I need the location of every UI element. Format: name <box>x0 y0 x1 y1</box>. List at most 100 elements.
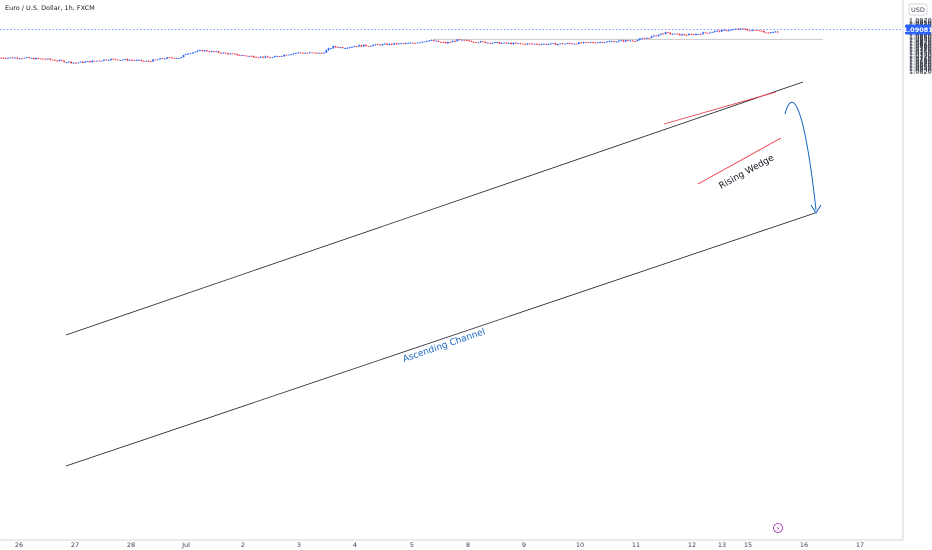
candle[interactable] <box>776 31 779 33</box>
candle[interactable] <box>662 32 665 35</box>
candle[interactable] <box>540 43 543 46</box>
candle[interactable] <box>493 41 496 44</box>
candle[interactable] <box>301 52 304 54</box>
candle[interactable] <box>77 62 80 64</box>
candle[interactable] <box>339 46 342 49</box>
candle[interactable] <box>187 52 190 55</box>
candle[interactable] <box>23 57 26 59</box>
candle[interactable] <box>72 62 75 65</box>
candle[interactable] <box>21 58 23 60</box>
channel-upper-line[interactable] <box>65 81 804 336</box>
candle[interactable] <box>479 40 482 43</box>
candle[interactable] <box>44 58 47 60</box>
candle[interactable] <box>575 43 578 45</box>
candle[interactable] <box>484 41 487 44</box>
candle[interactable] <box>762 30 765 33</box>
candle[interactable] <box>154 59 157 61</box>
candle[interactable] <box>678 33 681 36</box>
candle[interactable] <box>550 43 552 45</box>
candle[interactable] <box>592 41 594 44</box>
candle[interactable] <box>344 47 346 49</box>
candle[interactable] <box>297 52 300 54</box>
candle[interactable] <box>112 58 115 60</box>
candle[interactable] <box>507 42 510 44</box>
candle[interactable] <box>475 41 477 44</box>
candle[interactable] <box>189 52 192 55</box>
candle[interactable] <box>554 42 557 45</box>
candle[interactable] <box>519 42 522 45</box>
candle[interactable] <box>105 59 108 61</box>
candle[interactable] <box>25 56 28 59</box>
candle[interactable] <box>636 39 639 42</box>
candle[interactable] <box>465 39 468 41</box>
candle[interactable] <box>758 30 761 32</box>
candle[interactable] <box>91 60 94 63</box>
candle[interactable] <box>2 57 5 59</box>
candle[interactable] <box>14 57 16 59</box>
candle[interactable] <box>196 49 199 53</box>
candle[interactable] <box>290 54 293 56</box>
candle[interactable] <box>601 41 604 44</box>
candle[interactable] <box>671 33 674 35</box>
candle[interactable] <box>444 41 447 44</box>
candle[interactable] <box>578 41 580 45</box>
candle[interactable] <box>645 37 648 39</box>
candle[interactable] <box>774 30 777 33</box>
candle[interactable] <box>138 59 140 61</box>
candle[interactable] <box>145 60 147 62</box>
candle[interactable] <box>18 58 21 60</box>
candle[interactable] <box>695 33 697 36</box>
candle[interactable] <box>124 58 126 61</box>
wedge-upper-line[interactable] <box>663 91 777 125</box>
candle[interactable] <box>730 29 732 32</box>
candle[interactable] <box>299 52 302 54</box>
candle[interactable] <box>63 60 66 63</box>
candle[interactable] <box>760 29 763 32</box>
candle[interactable] <box>725 29 728 32</box>
candle[interactable] <box>505 42 508 44</box>
candle[interactable] <box>238 54 241 57</box>
candle[interactable] <box>173 57 176 59</box>
candle[interactable] <box>224 52 227 54</box>
candle[interactable] <box>262 56 264 59</box>
candle[interactable] <box>234 53 236 55</box>
candle[interactable] <box>53 59 56 61</box>
candle[interactable] <box>414 42 417 44</box>
candle[interactable] <box>248 55 250 57</box>
candle[interactable] <box>46 58 49 60</box>
candle[interactable] <box>65 61 68 64</box>
candle[interactable] <box>39 58 42 60</box>
candle[interactable] <box>769 31 772 34</box>
candle[interactable] <box>231 53 234 55</box>
candle[interactable] <box>362 44 365 47</box>
candle[interactable] <box>470 40 473 43</box>
candle[interactable] <box>690 33 693 35</box>
candle[interactable] <box>772 31 775 33</box>
candle[interactable] <box>147 60 150 62</box>
candle[interactable] <box>121 59 124 61</box>
candle[interactable] <box>664 31 667 35</box>
candle[interactable] <box>765 32 768 34</box>
candle[interactable] <box>131 59 133 61</box>
candle[interactable] <box>360 45 363 47</box>
candle[interactable] <box>613 40 615 43</box>
candle[interactable] <box>486 42 489 44</box>
candle[interactable] <box>84 60 87 63</box>
candle[interactable] <box>489 42 491 45</box>
candle[interactable] <box>610 40 613 43</box>
candle[interactable] <box>180 56 183 59</box>
candle[interactable] <box>308 51 311 54</box>
candle[interactable] <box>149 61 152 63</box>
candle[interactable] <box>126 58 129 62</box>
candle[interactable] <box>390 43 393 46</box>
candle[interactable] <box>437 40 440 43</box>
candle[interactable] <box>739 28 742 31</box>
candle[interactable] <box>702 31 704 35</box>
event-marker-icon[interactable] <box>773 523 783 533</box>
candle[interactable] <box>201 49 204 52</box>
candle[interactable] <box>255 56 257 59</box>
candle[interactable] <box>407 42 410 44</box>
candle[interactable] <box>203 49 206 53</box>
candle[interactable] <box>608 40 611 43</box>
candle[interactable] <box>215 50 218 53</box>
